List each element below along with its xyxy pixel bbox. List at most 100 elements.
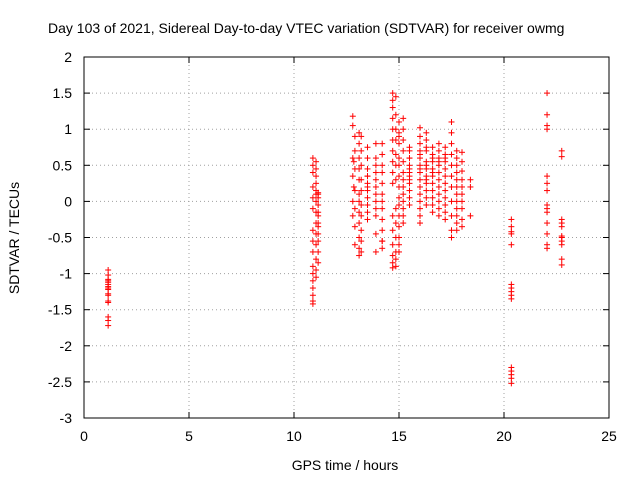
data-point [435, 191, 442, 198]
data-point [453, 220, 460, 227]
data-point [309, 183, 316, 190]
data-point [508, 295, 515, 302]
y-tick-label: 1 [64, 121, 72, 137]
data-point [423, 187, 430, 194]
data-point [400, 183, 407, 190]
data-point [453, 176, 460, 183]
data-point [379, 205, 386, 212]
data-point [467, 183, 474, 190]
data-point [356, 191, 363, 198]
data-point [508, 380, 515, 387]
data-point [459, 176, 465, 183]
data-point [448, 198, 455, 205]
data-point [309, 263, 316, 270]
data-point [349, 113, 356, 120]
data-point [435, 205, 442, 212]
data-point [105, 266, 112, 273]
data-point [356, 252, 363, 259]
data-point [309, 194, 316, 201]
data-point [351, 133, 358, 140]
x-tick-label: 10 [286, 428, 302, 444]
data-point [389, 180, 396, 187]
data-point [389, 264, 396, 271]
data-point [417, 165, 423, 172]
data-point [315, 209, 322, 216]
data-point [313, 198, 320, 205]
data-point [544, 111, 551, 118]
data-point [558, 261, 565, 268]
data-point [309, 227, 316, 234]
data-point [448, 234, 455, 241]
data-point [459, 158, 465, 165]
data-point [406, 155, 413, 162]
x-tick-label: 5 [185, 428, 193, 444]
data-point [406, 194, 413, 201]
data-point [442, 202, 449, 209]
data-point [423, 162, 430, 169]
data-point [442, 194, 449, 201]
x-tick-label: 20 [496, 428, 512, 444]
data-point [429, 194, 436, 201]
x-tick-label: 0 [80, 428, 88, 444]
data-point [392, 151, 399, 158]
data-point [358, 202, 365, 209]
data-point [467, 212, 474, 219]
data-point [400, 176, 407, 183]
data-point [372, 140, 379, 147]
data-point [379, 180, 386, 187]
data-point [392, 176, 399, 183]
data-point [417, 133, 423, 140]
data-point [417, 151, 423, 158]
data-point [453, 191, 460, 198]
data-point [309, 292, 316, 299]
data-point [350, 183, 357, 190]
data-point [379, 151, 386, 158]
data-point [453, 147, 460, 154]
data-point [392, 220, 399, 227]
data-point [389, 259, 396, 266]
data-point [105, 299, 112, 306]
data-point [315, 259, 322, 266]
data-point [396, 194, 402, 201]
data-point [400, 191, 407, 198]
data-point [309, 270, 316, 277]
data-point [448, 173, 455, 180]
data-point [364, 209, 371, 216]
data-point [429, 144, 436, 151]
data-point [349, 122, 356, 129]
data-point [351, 147, 358, 154]
data-point [349, 173, 356, 180]
data-point [392, 263, 399, 270]
data-point [364, 165, 371, 172]
data-point [309, 285, 316, 292]
y-tick-label: 0 [64, 193, 72, 209]
data-point [417, 220, 423, 227]
data-point [396, 173, 402, 180]
data-points [105, 90, 565, 387]
data-point [417, 124, 423, 131]
data-point [423, 202, 430, 209]
data-point [309, 205, 316, 212]
data-point [453, 198, 460, 205]
data-point [364, 144, 371, 151]
data-point [435, 183, 442, 190]
data-point [356, 234, 363, 241]
data-point [448, 140, 455, 147]
data-point [358, 238, 365, 245]
data-point [406, 202, 413, 209]
data-point [448, 212, 455, 219]
data-point [423, 137, 430, 144]
data-point [442, 209, 449, 216]
data-point [400, 198, 407, 205]
data-point [435, 198, 442, 205]
data-point [558, 256, 565, 263]
data-point [349, 155, 356, 162]
data-point [442, 216, 449, 223]
data-point [423, 129, 430, 136]
data-point [544, 173, 551, 180]
data-point [379, 216, 386, 223]
data-point [313, 266, 320, 273]
data-point [372, 176, 379, 183]
x-tick-label: 15 [391, 428, 407, 444]
data-point [358, 248, 365, 255]
